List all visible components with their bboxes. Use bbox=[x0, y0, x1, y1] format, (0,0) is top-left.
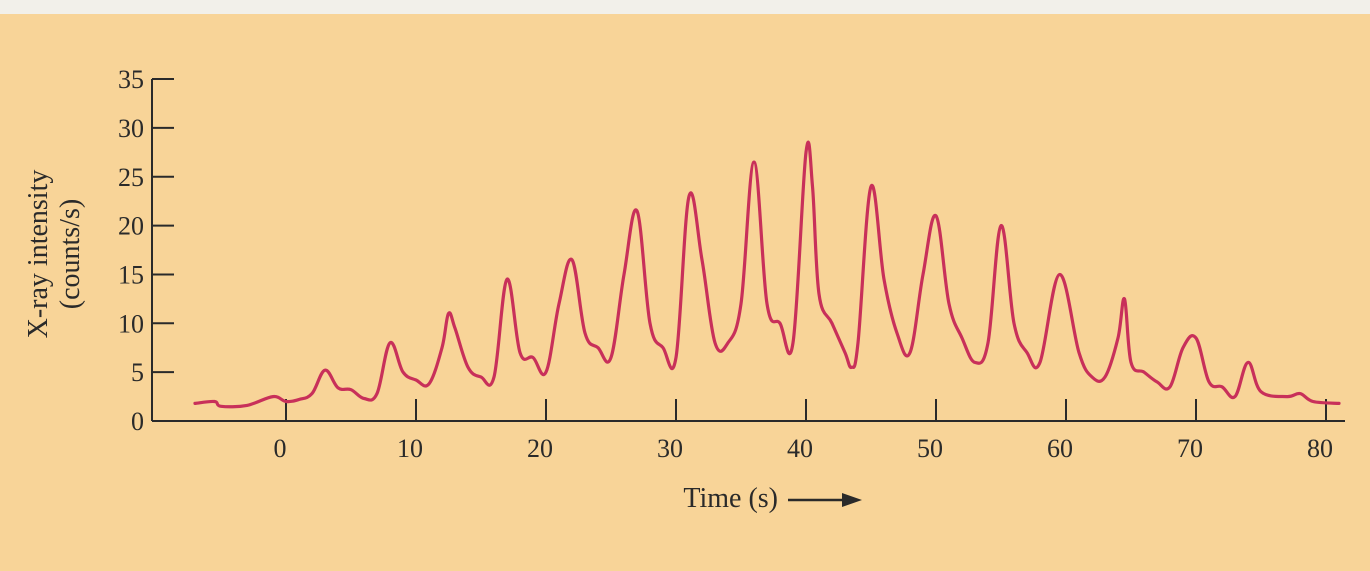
chart-panel: 0 5 10 15 20 25 30 35 0 10 20 30 40 50 60 70 80 Time (s… bbox=[0, 14, 1370, 571]
x-tick-label: 40 bbox=[787, 434, 813, 463]
y-axis: 0 5 10 15 20 25 30 35 bbox=[118, 65, 174, 436]
x-tick-label: 50 bbox=[917, 434, 943, 463]
y-axis-title-line2: (counts/s) bbox=[55, 199, 86, 309]
x-arrow-head bbox=[842, 493, 862, 507]
y-tick-label: 15 bbox=[118, 260, 144, 289]
xray-intensity-line bbox=[193, 140, 1341, 409]
x-axis-title: Time (s) bbox=[683, 483, 778, 514]
x-tick-label: 0 bbox=[274, 434, 287, 463]
x-axis: 0 10 20 30 40 50 60 70 80 bbox=[152, 399, 1345, 463]
y-axis-title-line1: X-ray intensity bbox=[23, 170, 54, 339]
y-tick-label: 35 bbox=[118, 65, 144, 94]
y-tick-label: 0 bbox=[131, 407, 144, 436]
x-tick-label: 60 bbox=[1047, 434, 1073, 463]
x-tick-label: 30 bbox=[657, 434, 683, 463]
x-axis-arrow bbox=[788, 493, 862, 507]
x-tick-label: 80 bbox=[1307, 434, 1333, 463]
y-tick-label: 30 bbox=[118, 114, 144, 143]
series-layer bbox=[193, 140, 1341, 409]
y-tick-label: 10 bbox=[118, 309, 144, 338]
y-tick-label: 5 bbox=[131, 358, 144, 387]
x-tick-label: 70 bbox=[1177, 434, 1203, 463]
xray-intensity-chart: 0 5 10 15 20 25 30 35 0 10 20 30 40 50 60 70 80 Time (s… bbox=[23, 65, 1345, 514]
x-tick-label: 10 bbox=[397, 434, 423, 463]
y-tick-label: 25 bbox=[118, 163, 144, 192]
x-tick-label: 20 bbox=[527, 434, 553, 463]
y-tick-label: 20 bbox=[118, 212, 144, 241]
